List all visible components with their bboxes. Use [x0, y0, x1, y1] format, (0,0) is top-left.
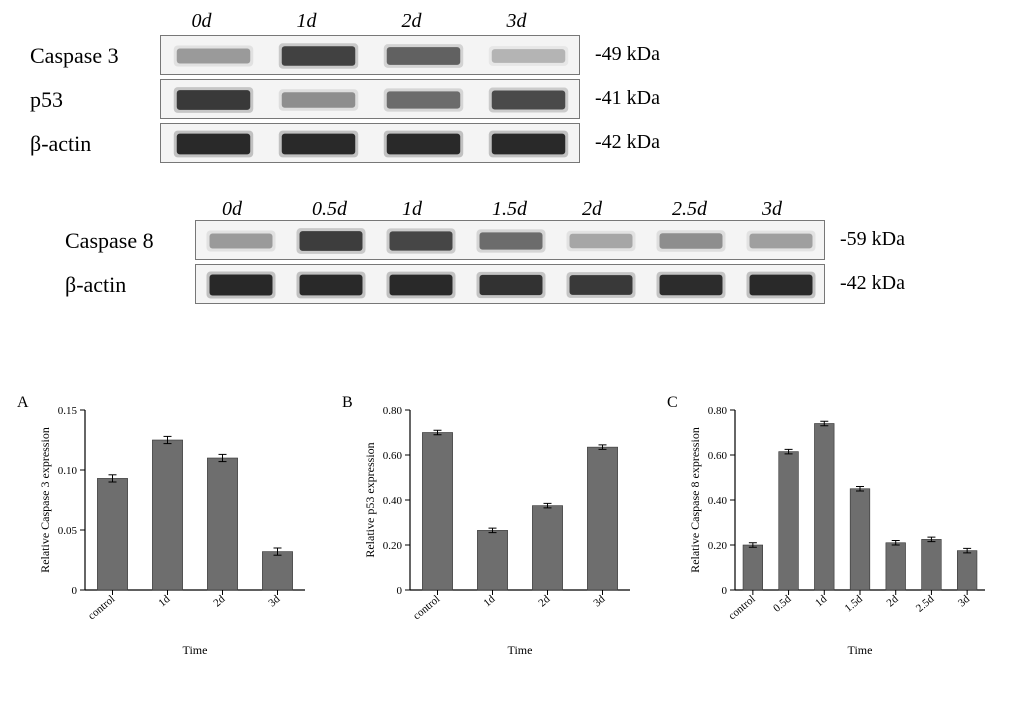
timepoint-label: 0.5d: [312, 198, 347, 221]
svg-text:0.60: 0.60: [383, 450, 403, 462]
blot-row: [195, 264, 825, 304]
svg-text:1.5d: 1.5d: [842, 593, 865, 615]
svg-text:0: 0: [722, 585, 728, 597]
svg-text:Relative Caspase 8 expression: Relative Caspase 8 expression: [688, 427, 702, 573]
svg-text:Time: Time: [508, 643, 533, 657]
blot-row: [160, 79, 580, 119]
svg-text:1d: 1d: [813, 593, 830, 610]
svg-text:0.05: 0.05: [58, 525, 78, 537]
svg-text:3d: 3d: [266, 593, 283, 610]
blot-row: [160, 123, 580, 163]
timepoint-label: 2.5d: [672, 198, 707, 221]
molecular-weight-label: -49 kDa: [595, 43, 660, 66]
timepoint-label: 3d: [507, 10, 527, 33]
molecular-weight-label: -42 kDa: [840, 272, 905, 295]
timepoint-label: 1d: [297, 10, 317, 33]
svg-text:0.80: 0.80: [708, 405, 728, 417]
timepoint-label: 1.5d: [492, 198, 527, 221]
chart-panel: 0 0.20 0.40 0.60 0.80 control 0.5d 1d 1.5d 2d 2.5d…: [685, 400, 995, 660]
molecular-weight-label: -41 kDa: [595, 87, 660, 110]
svg-text:0.40: 0.40: [708, 495, 728, 507]
bar-chart: 0 0.05 0.10 0.15 control 1d 2d 3d Time Relative C…: [35, 400, 315, 660]
svg-text:control: control: [86, 593, 118, 622]
molecular-weight-label: -42 kDa: [595, 131, 660, 154]
protein-label: p53: [30, 87, 155, 113]
timepoint-label: 1d: [402, 198, 422, 221]
svg-text:0.40: 0.40: [383, 495, 403, 507]
molecular-weight-label: -59 kDa: [840, 228, 905, 251]
timepoint-label: 3d: [762, 198, 782, 221]
blot-row: [160, 35, 580, 75]
svg-text:Time: Time: [183, 643, 208, 657]
svg-text:1d: 1d: [156, 593, 173, 610]
protein-label: Caspase 8: [65, 228, 190, 254]
svg-text:1d: 1d: [481, 593, 498, 610]
timepoint-label: 2d: [582, 198, 602, 221]
svg-text:2d: 2d: [885, 593, 902, 610]
svg-text:control: control: [726, 593, 758, 622]
protein-label: Caspase 3: [30, 43, 155, 69]
protein-label: β-actin: [30, 131, 155, 157]
blot-row: [195, 220, 825, 260]
protein-label: β-actin: [65, 272, 190, 298]
bar-chart: 0 0.20 0.40 0.60 0.80 control 1d 2d 3d Time Relati…: [360, 400, 640, 660]
chart-panel: 0 0.20 0.40 0.60 0.80 control 1d 2d 3d Time Relati…: [360, 400, 640, 660]
timepoint-label: 0d: [192, 10, 212, 33]
svg-text:0.20: 0.20: [708, 540, 728, 552]
chart-panel: 0 0.05 0.10 0.15 control 1d 2d 3d Time Relative C…: [35, 400, 315, 660]
svg-text:Relative p53 expression: Relative p53 expression: [363, 442, 377, 557]
svg-text:Relative Caspase 3 expression: Relative Caspase 3 expression: [38, 427, 52, 573]
svg-text:0: 0: [397, 585, 403, 597]
svg-text:control: control: [411, 593, 443, 622]
svg-text:Time: Time: [848, 643, 873, 657]
svg-text:0.80: 0.80: [383, 405, 403, 417]
svg-text:0: 0: [72, 585, 78, 597]
svg-text:0.20: 0.20: [383, 540, 403, 552]
timepoint-label: 0d: [222, 198, 242, 221]
panel-letter: C: [667, 394, 678, 412]
svg-text:0.5d: 0.5d: [771, 593, 794, 615]
svg-text:3d: 3d: [591, 593, 608, 610]
svg-text:0.10: 0.10: [58, 465, 78, 477]
panel-letter: A: [17, 394, 29, 412]
svg-text:2d: 2d: [536, 593, 553, 610]
svg-text:2.5d: 2.5d: [914, 593, 937, 615]
bar-chart: 0 0.20 0.40 0.60 0.80 control 0.5d 1d 1.5d 2d 2.5d…: [685, 400, 995, 660]
panel-letter: B: [342, 394, 353, 412]
svg-text:0.60: 0.60: [708, 450, 728, 462]
svg-text:3d: 3d: [956, 593, 973, 610]
svg-text:2d: 2d: [211, 593, 228, 610]
svg-text:0.15: 0.15: [58, 405, 78, 417]
timepoint-label: 2d: [402, 10, 422, 33]
